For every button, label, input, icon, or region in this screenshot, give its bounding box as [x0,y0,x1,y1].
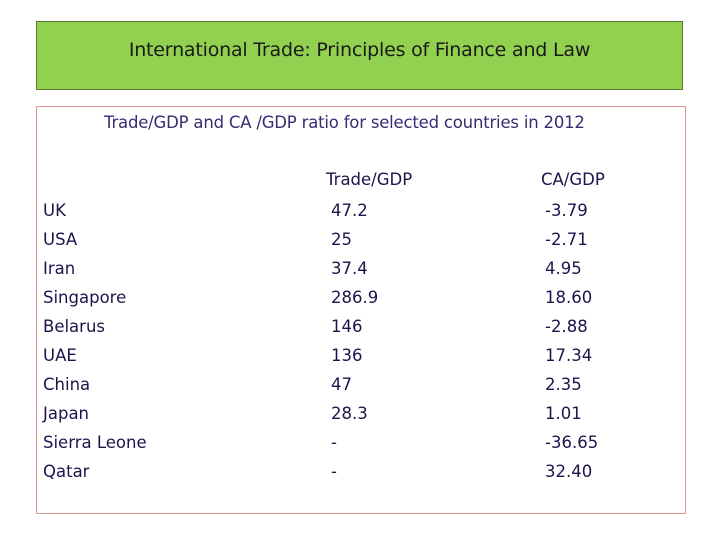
trade-gdp-cell: - [331,433,337,452]
title-banner: International Trade: Principles of Finan… [36,21,683,90]
column-header-trade-gdp: Trade/GDP [326,170,413,189]
trade-gdp-column: 47.2 25 37.4 286.9 146 136 47 28.3 - - [331,196,378,486]
ca-gdp-cell: -2.71 [545,230,588,249]
country-cell: Singapore [43,288,127,307]
trade-gdp-cell: 136 [331,346,363,365]
trade-gdp-cell: 28.3 [331,404,368,423]
content-panel [36,106,686,514]
country-cell: Japan [43,404,90,423]
trade-gdp-cell: 25 [331,230,352,249]
table-subtitle: Trade/GDP and CA /GDP ratio for selected… [104,113,585,132]
column-header-ca-gdp: CA/GDP [541,170,605,189]
ca-gdp-cell: 18.60 [545,288,593,307]
trade-gdp-cell: 286.9 [331,288,379,307]
country-cell: Qatar [43,462,90,481]
trade-gdp-cell: 47.2 [331,201,368,220]
trade-gdp-cell: 47 [331,375,352,394]
slide-title: International Trade: Principles of Finan… [128,38,591,61]
country-cell: Iran [43,259,76,278]
ca-gdp-cell: -2.88 [545,317,588,336]
trade-gdp-cell: - [331,462,337,481]
ca-gdp-cell: 2.35 [545,375,582,394]
country-cell: USA [43,230,78,249]
ca-gdp-cell: 32.40 [545,462,593,481]
country-cell: Belarus [43,317,106,336]
trade-gdp-cell: 37.4 [331,259,368,278]
ca-gdp-cell: 4.95 [545,259,582,278]
country-cell: UK [43,201,66,220]
ca-gdp-cell: -36.65 [545,433,599,452]
country-column: UK USA Iran Singapore Belarus UAE China … [43,196,147,486]
trade-gdp-cell: 146 [331,317,363,336]
ca-gdp-cell: -3.79 [545,201,588,220]
ca-gdp-cell: 1.01 [545,404,582,423]
ca-gdp-column: -3.79 -2.71 4.95 18.60 -2.88 17.34 2.35 … [545,196,598,486]
ca-gdp-cell: 17.34 [545,346,593,365]
country-cell: China [43,375,91,394]
country-cell: UAE [43,346,77,365]
country-cell: Sierra Leone [43,433,147,452]
